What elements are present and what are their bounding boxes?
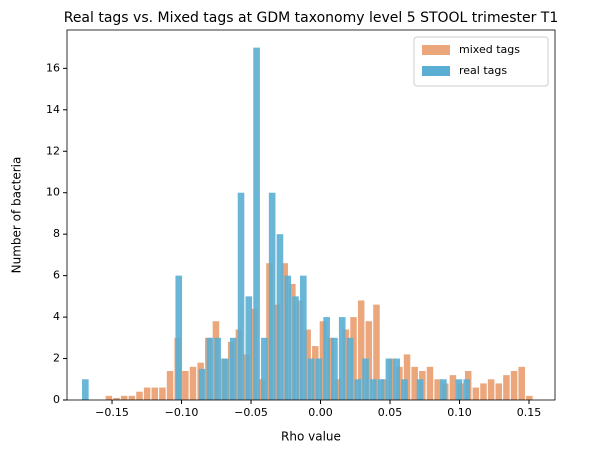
bar bbox=[253, 47, 260, 400]
bar bbox=[350, 317, 357, 400]
bar bbox=[166, 370, 174, 400]
bar bbox=[214, 337, 221, 400]
bar bbox=[416, 379, 424, 400]
bar bbox=[487, 379, 495, 400]
bar bbox=[206, 337, 214, 400]
legend-swatch bbox=[422, 66, 450, 76]
bar bbox=[495, 383, 503, 400]
bar bbox=[377, 379, 385, 400]
bar bbox=[299, 275, 307, 400]
chart-title: Real tags vs. Mixed tags at GDM taxonomy… bbox=[64, 10, 559, 26]
legend-label: real tags bbox=[459, 64, 507, 77]
bar bbox=[342, 329, 350, 400]
bar bbox=[82, 379, 89, 400]
x-tick-label: −0.10 bbox=[165, 406, 199, 419]
bar bbox=[373, 304, 380, 400]
y-tick-label: 10 bbox=[46, 186, 60, 199]
bar bbox=[338, 317, 346, 400]
y-tick-label: 4 bbox=[53, 310, 60, 323]
plot-frame bbox=[66, 29, 556, 401]
bar bbox=[143, 387, 151, 400]
bar bbox=[426, 366, 434, 400]
bar bbox=[120, 395, 128, 400]
y-tick-label: 14 bbox=[46, 103, 60, 116]
x-tick-label: 0.15 bbox=[517, 406, 542, 419]
x-tick-label: 0.05 bbox=[378, 406, 403, 419]
bar bbox=[159, 387, 166, 400]
bar bbox=[276, 234, 284, 400]
y-axis-label: Number of bacteria bbox=[10, 157, 24, 274]
bar bbox=[315, 358, 323, 400]
bar bbox=[113, 397, 120, 400]
bar bbox=[510, 370, 518, 400]
bar bbox=[284, 275, 292, 400]
bar bbox=[312, 346, 319, 400]
bar bbox=[346, 337, 354, 400]
bar bbox=[411, 366, 418, 400]
bar bbox=[449, 375, 457, 400]
bar bbox=[292, 296, 299, 400]
bar bbox=[362, 358, 369, 400]
bar bbox=[189, 366, 197, 400]
x-tick-label: −0.15 bbox=[95, 406, 129, 419]
bar bbox=[323, 317, 330, 400]
y-tick-label: 2 bbox=[53, 352, 60, 365]
bar bbox=[261, 337, 268, 400]
bar bbox=[480, 383, 487, 400]
bar bbox=[357, 300, 365, 400]
bar bbox=[268, 192, 276, 400]
bar bbox=[472, 387, 480, 400]
bar bbox=[393, 358, 400, 400]
bar bbox=[128, 395, 136, 400]
bar bbox=[401, 379, 408, 400]
y-tick-label: 6 bbox=[53, 269, 60, 282]
x-tick-label: 0.00 bbox=[308, 406, 333, 419]
bar bbox=[105, 395, 113, 400]
bar bbox=[370, 379, 377, 400]
bar bbox=[354, 379, 362, 400]
bar bbox=[385, 358, 393, 400]
bar bbox=[304, 329, 311, 400]
x-tick-label: −0.05 bbox=[234, 406, 268, 419]
bar bbox=[319, 321, 327, 400]
bar bbox=[434, 379, 441, 400]
y-tick-label: 8 bbox=[53, 227, 60, 240]
y-tick-label: 12 bbox=[46, 144, 60, 157]
bar bbox=[136, 391, 143, 400]
bar bbox=[237, 192, 245, 400]
bar bbox=[518, 366, 525, 400]
y-tick-label: 16 bbox=[46, 61, 60, 74]
bar bbox=[307, 358, 315, 400]
bar bbox=[175, 275, 183, 400]
x-tick-label: 0.10 bbox=[447, 406, 472, 419]
bar bbox=[182, 370, 189, 400]
bar bbox=[403, 354, 411, 400]
legend-label: mixed tags bbox=[459, 43, 520, 56]
legend-swatch bbox=[422, 45, 450, 55]
bar bbox=[334, 379, 342, 400]
bar bbox=[327, 337, 334, 400]
bar bbox=[229, 337, 237, 400]
bar bbox=[222, 358, 229, 400]
y-tick-label: 0 bbox=[53, 393, 60, 406]
bar bbox=[331, 337, 338, 400]
bar bbox=[455, 379, 463, 400]
bar bbox=[440, 379, 447, 400]
bar bbox=[151, 387, 159, 400]
bar bbox=[503, 375, 510, 400]
x-axis-label: Rho value bbox=[281, 430, 341, 444]
bar bbox=[245, 296, 253, 400]
bar bbox=[526, 395, 533, 400]
bar bbox=[198, 368, 206, 400]
bar bbox=[463, 379, 471, 400]
